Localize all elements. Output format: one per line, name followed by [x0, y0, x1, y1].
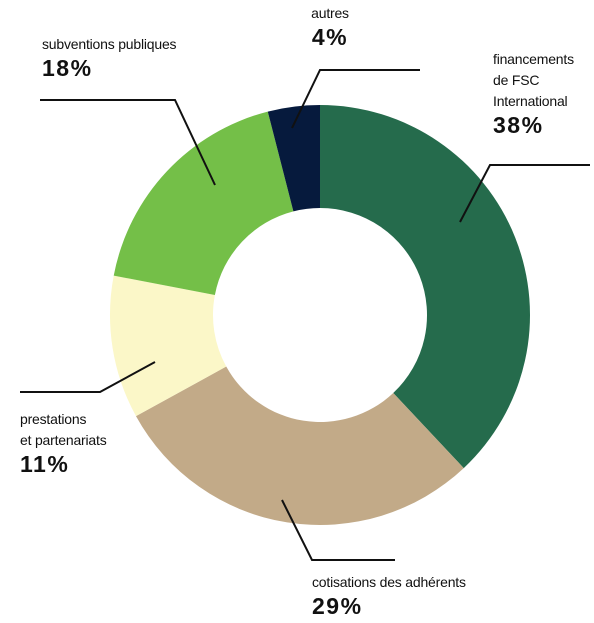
value-label: 29% [312, 593, 363, 619]
slice-label: subventions publiques 18% [42, 34, 177, 81]
value-label: 4% [311, 24, 349, 50]
category-name: autres [311, 5, 349, 21]
category-name: cotisations des adhérents [312, 574, 466, 590]
donut-slice [113, 111, 294, 295]
slice-label: autres 4% [282, 3, 378, 50]
leader-line [459, 164, 590, 223]
value-label: 18% [42, 55, 93, 81]
category-name: subventions publiques [42, 36, 177, 52]
donut-slice [110, 275, 227, 417]
slice-label: cotisations des adhérents 29% [312, 572, 466, 619]
donut-slice [267, 105, 320, 212]
value-label: 38% [493, 112, 544, 138]
value-label: 11% [20, 451, 70, 477]
leader-line [281, 499, 395, 561]
category-name: financements de FSC International [493, 51, 574, 109]
slice-label: prestations et partenariats 11% [20, 409, 107, 477]
donut-slice [320, 105, 530, 469]
donut-slice [135, 366, 464, 525]
leader-line [40, 99, 216, 186]
leader-line [20, 361, 156, 393]
category-name: prestations et partenariats [20, 411, 107, 448]
leader-line [291, 69, 420, 129]
slice-label: financements de FSC International 38% [493, 49, 574, 138]
